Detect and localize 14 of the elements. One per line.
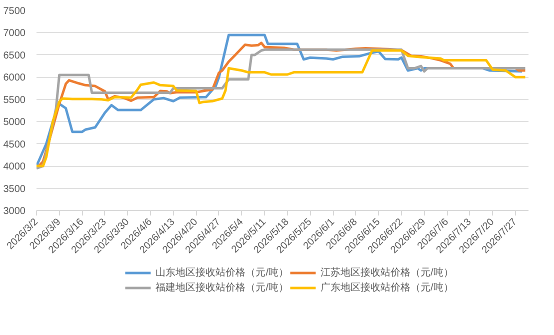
y-tick-label: 7500: [3, 6, 26, 17]
y-tick-label: 6500: [3, 50, 26, 62]
legend-label: 江苏地区接收站价格（元/吨）: [320, 266, 454, 280]
y-tick-label: 3000: [3, 206, 26, 217]
y-tick-label: 5500: [3, 94, 26, 106]
legend-label: 福建地区接收站价格（元/吨）: [156, 281, 288, 294]
y-tick-label: 6000: [3, 72, 26, 84]
y-tick-label: 7000: [3, 28, 26, 40]
legend-label: 广东地区接收站价格（元/吨）: [320, 281, 454, 294]
y-tick-label: 3500: [3, 184, 26, 195]
y-tick-label: 5000: [3, 117, 26, 128]
legend-label: 山东地区接收站价格（元/吨）: [156, 266, 288, 280]
y-tick-label: 4500: [3, 139, 26, 150]
y-tick-label: 4000: [3, 162, 26, 173]
